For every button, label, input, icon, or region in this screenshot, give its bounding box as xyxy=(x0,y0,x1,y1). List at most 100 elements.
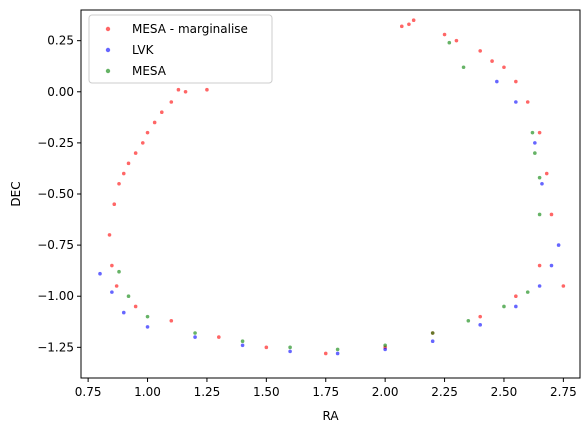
y-tick-label: 0.25 xyxy=(47,34,74,48)
x-tick-label: 2.50 xyxy=(491,385,518,399)
data-point xyxy=(126,161,131,166)
legend-box xyxy=(88,14,273,84)
data-point xyxy=(193,331,197,335)
data-point xyxy=(126,294,131,299)
y-axis-ticks: 0.25 0.00 −0.25 −0.50 −0.75 −1.00 −1.25 xyxy=(37,34,81,354)
data-point xyxy=(193,335,197,339)
data-point xyxy=(240,343,245,348)
data-point xyxy=(205,87,209,92)
data-point xyxy=(502,65,506,70)
data-point xyxy=(383,343,387,348)
x-axis-label: RA xyxy=(322,409,339,423)
data-point xyxy=(514,304,518,309)
data-point xyxy=(478,49,483,53)
data-point xyxy=(533,141,537,145)
data-point xyxy=(335,351,340,356)
data-point xyxy=(525,100,530,104)
data-point xyxy=(176,87,181,92)
data-point xyxy=(407,22,411,27)
data-point xyxy=(288,349,292,354)
x-axis-ticks: 0.75 1.00 1.25 1.50 1.75 2.00 2.25 2.50 2.75 xyxy=(75,378,577,399)
data-point xyxy=(537,130,542,135)
data-point xyxy=(540,181,544,186)
series-2 xyxy=(98,79,561,356)
data-point xyxy=(383,347,387,352)
data-point xyxy=(288,345,292,350)
data-point xyxy=(145,314,150,319)
data-point xyxy=(514,294,518,299)
data-point xyxy=(121,310,126,315)
data-point xyxy=(264,345,269,350)
legend-label: MESA xyxy=(132,64,167,78)
x-tick-label: 1.50 xyxy=(253,385,280,399)
data-point xyxy=(502,304,506,309)
legend-marker xyxy=(105,26,111,32)
data-point xyxy=(514,79,518,84)
x-tick-label: 2.25 xyxy=(431,385,458,399)
data-point xyxy=(556,243,561,247)
data-point xyxy=(117,269,121,274)
data-point xyxy=(183,89,188,94)
legend: MESA - marginalise LVK MESA xyxy=(88,14,273,84)
data-point xyxy=(110,263,114,268)
legend-label: LVK xyxy=(132,43,155,57)
data-point xyxy=(533,151,537,155)
x-tick-label: 2.00 xyxy=(372,385,399,399)
data-point xyxy=(323,351,328,356)
data-point xyxy=(461,65,466,70)
data-point xyxy=(140,141,145,145)
data-point xyxy=(121,171,126,176)
data-point xyxy=(561,284,566,288)
y-tick-label: −0.50 xyxy=(37,187,74,201)
x-tick-label: 1.75 xyxy=(312,385,339,399)
data-point xyxy=(490,59,494,63)
data-point xyxy=(525,290,530,294)
data-point xyxy=(133,304,138,309)
data-point xyxy=(442,32,447,37)
data-point xyxy=(430,331,435,335)
data-point xyxy=(495,79,499,84)
x-tick-label: 2.75 xyxy=(550,385,577,399)
data-point xyxy=(478,314,483,319)
data-point xyxy=(240,339,245,344)
data-point xyxy=(537,263,542,268)
data-point xyxy=(411,18,416,23)
data-point xyxy=(145,325,150,329)
y-tick-label: 0.00 xyxy=(47,85,74,99)
data-point xyxy=(537,212,542,217)
y-axis-label: DEC xyxy=(9,181,23,206)
data-point xyxy=(217,335,221,339)
data-point xyxy=(169,100,174,104)
data-point xyxy=(454,38,459,43)
data-point xyxy=(145,130,150,135)
data-point xyxy=(107,233,112,237)
data-point xyxy=(152,120,157,125)
data-point xyxy=(537,175,542,180)
data-point xyxy=(133,151,138,155)
data-point xyxy=(478,323,483,327)
data-point xyxy=(466,318,471,323)
data-point xyxy=(514,100,518,104)
data-point xyxy=(447,40,452,45)
data-point xyxy=(537,284,542,288)
y-tick-label: −0.75 xyxy=(37,238,74,252)
data-point xyxy=(112,202,117,207)
y-tick-label: −0.25 xyxy=(37,136,74,150)
points-layer xyxy=(98,18,566,356)
data-point xyxy=(399,24,404,29)
data-point xyxy=(110,290,114,294)
data-point xyxy=(549,212,554,217)
y-tick-label: −1.25 xyxy=(37,340,74,354)
series-3 xyxy=(117,40,542,352)
legend-label: MESA - marginalise xyxy=(132,22,248,36)
y-tick-label: −1.00 xyxy=(37,289,74,303)
x-tick-label: 1.25 xyxy=(194,385,221,399)
data-point xyxy=(430,339,435,344)
x-tick-label: 1.00 xyxy=(134,385,161,399)
data-point xyxy=(549,263,554,268)
legend-marker xyxy=(105,47,111,53)
data-point xyxy=(117,181,121,186)
data-point xyxy=(335,347,340,352)
data-point xyxy=(114,284,119,288)
